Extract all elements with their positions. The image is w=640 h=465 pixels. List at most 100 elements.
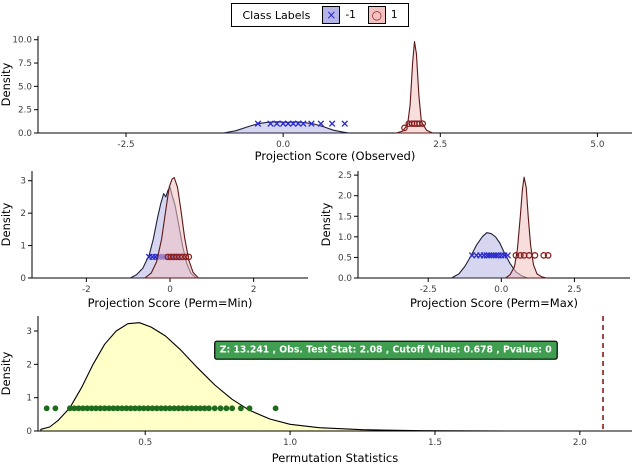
legend-key-class-1: ○	[367, 6, 386, 24]
point-x-marker	[317, 120, 325, 127]
y-axis-label: Density	[320, 202, 333, 246]
density-curve-1	[144, 176, 199, 279]
y-tick-label: 2.5	[18, 106, 32, 116]
point-dot-marker	[71, 405, 78, 412]
point-x-marker	[341, 120, 349, 127]
point-circle-marker	[185, 253, 193, 261]
point-dot-marker	[101, 405, 108, 412]
y-tick-label: 2.5	[338, 171, 352, 181]
legend-label-class-1: 1	[390, 9, 398, 21]
perm-min-density-chart: -2 0 2 0 1 2 3 Projection Score (Perm=Min) Densi…	[0, 163, 320, 310]
y-tick-label: 2	[26, 360, 32, 370]
point-dot-marker	[162, 405, 169, 412]
y-axis-label: Density	[0, 202, 13, 246]
y-tick-label: 2.0	[338, 192, 352, 202]
legend-item-class-neg1: × -1	[322, 6, 356, 24]
y-tick-label: 3	[20, 177, 26, 187]
y-tick-label: 1	[20, 242, 26, 252]
point-dot-marker	[217, 405, 224, 412]
y-tick-label: 0.5	[338, 253, 352, 263]
x-axis-label: Projection Score (Perm=Max)	[410, 296, 578, 310]
x-axis-label: Projection Score (Observed)	[255, 149, 416, 163]
point-x-marker	[254, 120, 262, 127]
point-circle-marker	[179, 253, 186, 261]
point-x-marker	[504, 252, 512, 259]
x-tick-label: 0.0	[494, 285, 508, 295]
legend-label-class-neg1: -1	[345, 9, 356, 21]
point-dot-marker	[106, 405, 112, 412]
y-tick-label: 3	[26, 327, 32, 337]
x-tick-label: -2.5	[117, 140, 134, 150]
point-dot-marker	[175, 405, 182, 412]
point-dot-marker	[127, 405, 134, 412]
point-dot-marker	[246, 405, 253, 412]
class-labels-legend: Class Labels × -1 ○ 1	[231, 3, 409, 27]
point-circle-marker	[544, 252, 552, 259]
observed-projection-density-chart: -2.5 0.0 2.5 5.0 0.0 2.5 5.0 7.5 10.0 Projection …	[0, 30, 640, 163]
point-circle-marker	[516, 252, 524, 259]
y-tick-label: 2	[20, 209, 26, 219]
point-x-marker	[284, 120, 292, 127]
point-dot-marker	[272, 405, 279, 412]
stats-annotation-text: Z: 13.241 , Obs. Test Stat: 2.08 , Cutof…	[220, 345, 553, 356]
point-dot-marker	[88, 405, 95, 412]
point-circle-marker	[176, 253, 183, 261]
point-x-marker	[485, 252, 493, 259]
point-dot-marker	[52, 405, 59, 412]
point-x-marker	[294, 120, 302, 127]
point-dot-marker	[179, 405, 186, 412]
point-x-marker	[328, 120, 336, 127]
point-dot-marker	[223, 405, 230, 412]
y-tick-label: 0	[26, 427, 32, 437]
y-tick-label: 7.5	[18, 59, 32, 69]
point-x-marker	[273, 120, 281, 127]
point-dot-marker	[75, 405, 82, 412]
x-tick-label: 2.5	[433, 140, 447, 150]
x-tick-label: 0.0	[276, 140, 290, 150]
density-curve-permutation-density	[40, 322, 508, 432]
point-x-marker	[483, 252, 490, 259]
stats-annotation-box	[214, 340, 558, 360]
legend-item-class-1: ○ 1	[367, 6, 398, 24]
point-circle-marker	[182, 253, 190, 261]
point-dot-marker	[149, 405, 156, 412]
density-curve-1	[395, 41, 434, 134]
y-tick-label: 1	[26, 394, 32, 404]
x-axis-label: Permutation Statistics	[272, 451, 398, 465]
point-dot-marker	[136, 405, 143, 412]
point-dot-marker	[123, 405, 130, 412]
point-x-marker	[308, 120, 315, 127]
point-x-marker	[488, 252, 495, 259]
point-dot-marker	[110, 405, 117, 412]
y-tick-label: 1.0	[338, 233, 352, 243]
point-dot-marker	[171, 405, 178, 412]
x-tick-label: 2.0	[573, 438, 587, 448]
point-dot-marker	[188, 405, 195, 412]
point-x-marker	[289, 120, 297, 127]
point-dot-marker	[193, 405, 199, 412]
x-tick-label: 2	[251, 285, 257, 295]
point-circle-marker	[540, 252, 548, 259]
point-dot-marker	[140, 405, 147, 412]
y-tick-label: 1.5	[338, 212, 352, 222]
x-tick-label: 0.5	[138, 438, 152, 448]
x-tick-label: 1.0	[283, 438, 297, 448]
permutation-statistics-chart: 0.5 1.0 1.5 2.0 0 1 2 3 Z: 13.241 , Obs. Test St…	[0, 310, 640, 465]
point-dot-marker	[184, 405, 191, 412]
point-dot-marker	[145, 405, 152, 412]
y-tick-label: 0	[20, 274, 26, 284]
point-x-marker	[299, 120, 307, 127]
x-tick-label: 2.5	[567, 285, 581, 295]
x-tick-label: 1.5	[428, 438, 442, 448]
x-tick-label: -2.5	[420, 285, 437, 295]
x-marker-icon: ×	[326, 8, 337, 22]
point-dot-marker	[80, 405, 86, 412]
point-dot-marker	[206, 405, 212, 412]
point-dot-marker	[229, 405, 236, 412]
point-dot-marker	[97, 405, 104, 412]
y-tick-label: 0.0	[18, 129, 32, 139]
point-dot-marker	[197, 405, 204, 412]
y-tick-label: 0.0	[338, 274, 352, 284]
point-circle-marker	[419, 120, 427, 128]
